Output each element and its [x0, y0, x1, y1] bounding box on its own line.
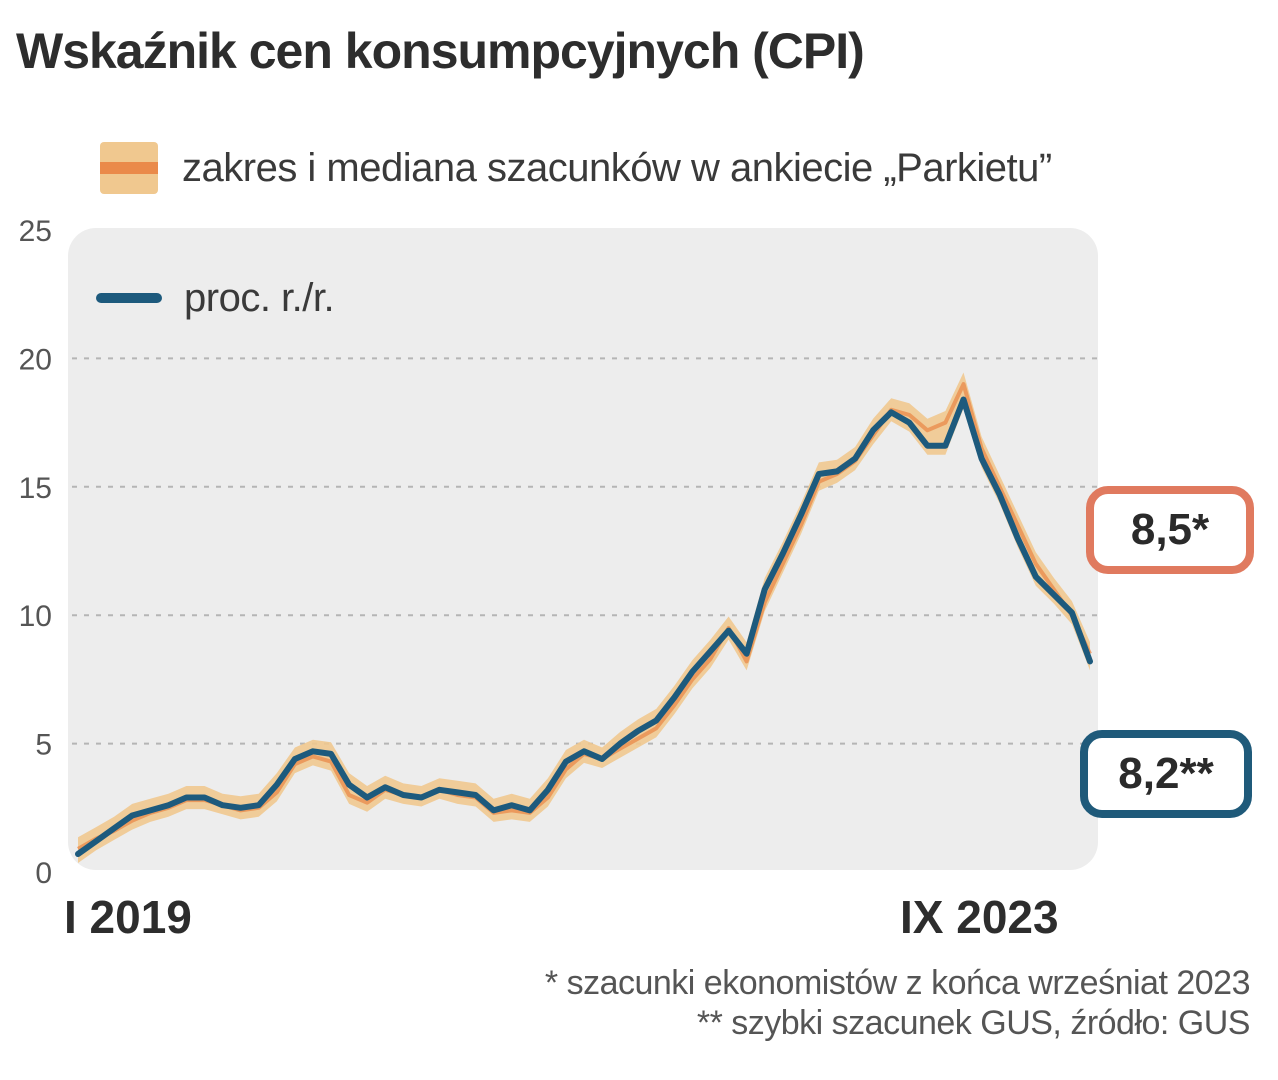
cpi-line — [75, 396, 1093, 857]
y-tick-20: 20 — [19, 343, 52, 376]
legend-cpi-label: proc. r./r. — [184, 275, 335, 320]
chart-title: Wskaźnik cen konsumpcyjnych (CPI) — [16, 23, 865, 79]
y-tick-0: 0 — [35, 857, 52, 890]
y-tick-25: 25 — [19, 215, 52, 248]
x-tick-end: IX 2023 — [900, 891, 1059, 943]
estimate-value-label: 8,5* — [1086, 486, 1254, 574]
legend-cpi-swatch — [96, 293, 162, 303]
legend-cpi: proc. r./r. — [96, 270, 335, 326]
y-tick-15: 15 — [19, 472, 52, 505]
x-tick-start: I 2019 — [64, 891, 192, 943]
y-tick-5: 5 — [35, 729, 52, 762]
legend-range: zakres i mediana szacunków w ankiecie „P… — [100, 140, 1052, 196]
footnote-estimate: * szacunki ekonomistów z końca wrześniat… — [544, 964, 1251, 1002]
legend-range-label: zakres i mediana szacunków w ankiecie „P… — [182, 145, 1052, 190]
gus-value-label: 8,2** — [1080, 730, 1252, 818]
y-tick-10: 10 — [19, 600, 52, 633]
legend-range-swatch — [100, 142, 158, 194]
footnote-source: ** szybki szacunek GUS, źródło: GUS — [696, 1004, 1251, 1042]
